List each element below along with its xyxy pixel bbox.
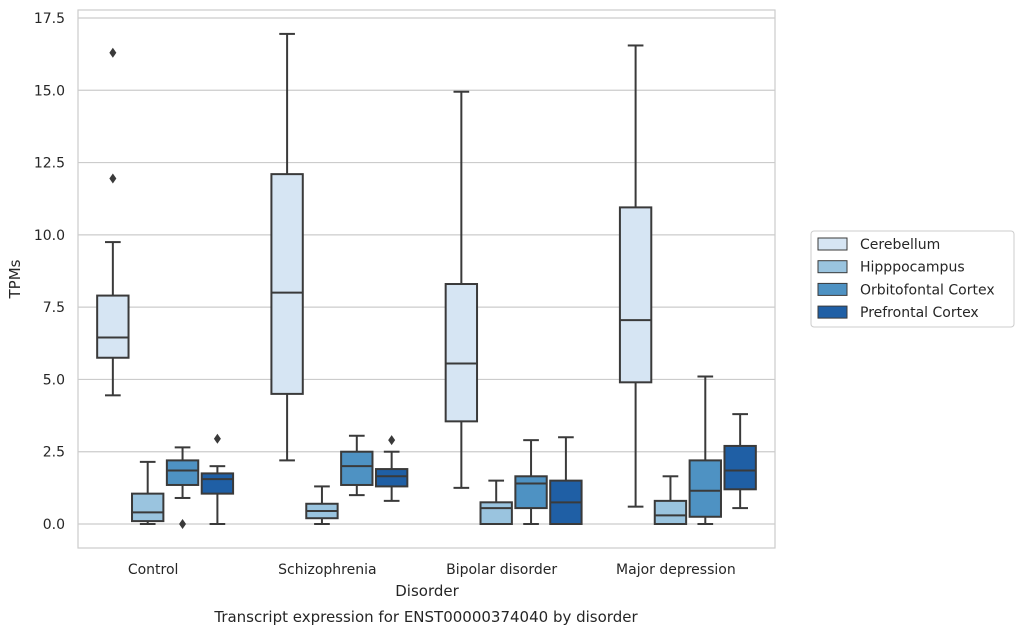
box-rect <box>618 206 653 384</box>
box-rect <box>165 459 200 486</box>
legend: Cerebellum Hipppocampus Orbitofontal Corte… <box>810 230 1015 328</box>
legend-label: Orbitofontal Cortex <box>860 282 995 298</box>
box-prefrontal-cortex <box>374 435 409 502</box>
x-tick-label: Schizophrenia <box>278 562 376 578</box>
boxes <box>96 32 757 529</box>
box-hipppocampus <box>305 485 339 525</box>
box-rect <box>200 472 235 495</box>
y-tick-label: 12.5 <box>34 156 65 172</box>
chart-caption: Transcript expression for ENST0000037404… <box>213 608 638 626</box>
box-prefrontal-cortex <box>549 436 583 525</box>
y-tick-label: 0.0 <box>43 517 65 533</box>
legend-swatch <box>817 282 848 296</box>
y-tick-label: 17.5 <box>34 11 65 27</box>
x-tick-label: Major depression <box>616 562 736 578</box>
x-axis-title: Disorder <box>395 582 459 600</box>
y-axis-ticks: 0.0 2.5 5.0 7.5 10.0 12.5 15.0 17.5 <box>34 11 65 533</box>
box-orbitofontal-cortex <box>340 434 374 497</box>
box-cerebellum <box>444 90 479 489</box>
box-cerebellum <box>96 47 130 397</box>
box-rect <box>479 501 513 526</box>
box-hipppocampus <box>653 475 688 525</box>
y-axis-title: TPMs <box>6 259 24 299</box>
outlier-point <box>213 433 221 444</box>
legend-frame <box>810 230 1015 328</box>
box-hipppocampus <box>131 460 165 525</box>
plot-frame <box>77 9 776 549</box>
box-orbitofontal-cortex <box>165 446 200 529</box>
legend-label: Cerebellum <box>860 237 940 253</box>
y-tick-label: 15.0 <box>34 83 65 99</box>
x-tick-label: Control <box>128 562 179 578</box>
box-hipppocampus <box>479 479 513 526</box>
legend-label: Hipppocampus <box>860 260 965 276</box>
box-prefrontal-cortex <box>723 413 757 510</box>
outlier-point <box>109 47 117 58</box>
box-rect <box>270 173 304 395</box>
box-rect <box>723 444 757 491</box>
box-prefrontal-cortex <box>200 433 235 525</box>
box-rect <box>340 450 374 486</box>
outlier-point <box>388 435 396 446</box>
box-rect <box>131 492 165 523</box>
legend-label: Prefrontal Cortex <box>860 305 979 321</box>
box-cerebellum <box>270 32 304 462</box>
box-rect <box>374 468 409 488</box>
y-tick-label: 7.5 <box>43 300 65 316</box>
box-rect <box>653 499 688 525</box>
box-rect <box>96 294 130 359</box>
x-axis-ticks: Control Schizophrenia Bipolar disorder Majo… <box>128 562 736 578</box>
box-orbitofontal-cortex <box>688 375 722 525</box>
outlier-point <box>179 519 187 529</box>
legend-swatch <box>817 305 848 319</box>
grid-lines <box>78 17 775 525</box>
legend-swatch <box>817 260 848 274</box>
box-orbitofontal-cortex <box>514 439 548 525</box>
outlier-point <box>109 173 117 184</box>
box-rect <box>444 283 479 423</box>
y-tick-label: 5.0 <box>43 372 65 388</box>
legend-swatch <box>817 237 848 251</box>
box-rect <box>688 459 722 518</box>
box-rect <box>514 475 548 510</box>
y-tick-label: 10.0 <box>34 228 65 244</box>
y-tick-label: 2.5 <box>43 445 65 461</box>
x-tick-label: Bipolar disorder <box>446 562 557 578</box>
box-cerebellum <box>618 44 653 508</box>
